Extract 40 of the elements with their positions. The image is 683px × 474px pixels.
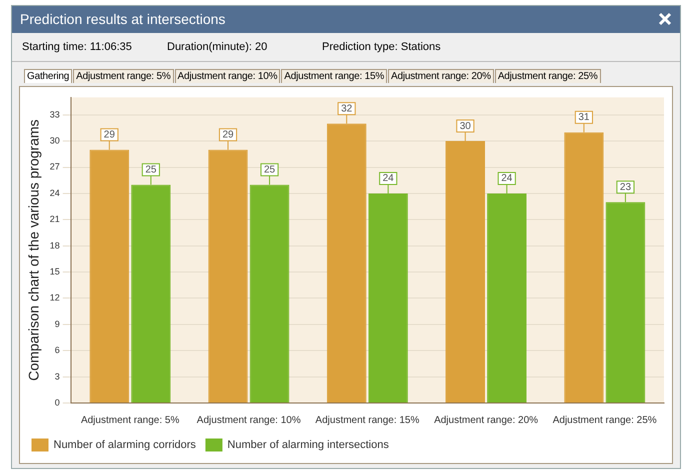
data-label: 29 — [104, 130, 116, 141]
text: Duration(minute): 20 — [167, 40, 268, 55]
y-tick-label: 0 — [54, 397, 60, 408]
x-tick-label: Adjustment range: 15% — [315, 414, 420, 426]
data-label: 24 — [501, 173, 513, 184]
y-tick-label: 24 — [50, 188, 60, 198]
data-label: 23 — [620, 182, 632, 193]
y-tick-label: 9 — [54, 318, 60, 329]
text: Prediction type: Stations — [322, 40, 441, 55]
text: Adjustment range: 20% — [388, 69, 494, 83]
y-tick-label: 30 — [50, 136, 60, 146]
text: Adjustment range: 5% — [73, 69, 174, 83]
text: Gathering — [24, 69, 72, 83]
y-axis-title: Comparison chart of the various programs — [25, 119, 42, 381]
x-tick-label: Adjustment range: 25% — [552, 414, 657, 426]
text: Adjustment range: 25% — [494, 69, 601, 83]
legend-label: Number of alarming intersections — [227, 439, 390, 452]
chart-title: Prediction results at intersections — [20, 11, 226, 27]
data-label: 29 — [222, 130, 234, 141]
x-tick-label: Adjustment range: 5% — [80, 414, 180, 426]
y-tick-label: 6 — [54, 345, 60, 356]
y-tick-label: 12 — [50, 292, 60, 303]
y-tick-label: 21 — [50, 214, 60, 224]
data-label: 25 — [145, 164, 157, 176]
text: Adjustment range: 10% — [174, 69, 280, 83]
y-tick-label: 3 — [54, 371, 60, 382]
data-label: 32 — [341, 103, 353, 114]
y-tick-label: 18 — [50, 240, 60, 250]
y-tick-label: 33 — [50, 109, 60, 120]
y-tick-label: 15 — [50, 266, 60, 277]
data-label: 31 — [578, 112, 590, 124]
data-label: 25 — [264, 164, 276, 176]
x-tick-label: Adjustment range: 20% — [434, 414, 538, 426]
data-label: 30 — [460, 120, 472, 132]
legend-label: Number of alarming corridors — [54, 439, 196, 452]
text: Starting time: 11:06:35 — [22, 40, 132, 55]
y-tick-label: 27 — [50, 162, 60, 172]
data-label: 24 — [382, 173, 394, 184]
x-tick-label: Adjustment range: 10% — [196, 414, 301, 426]
text: Adjustment range: 15% — [281, 69, 388, 83]
